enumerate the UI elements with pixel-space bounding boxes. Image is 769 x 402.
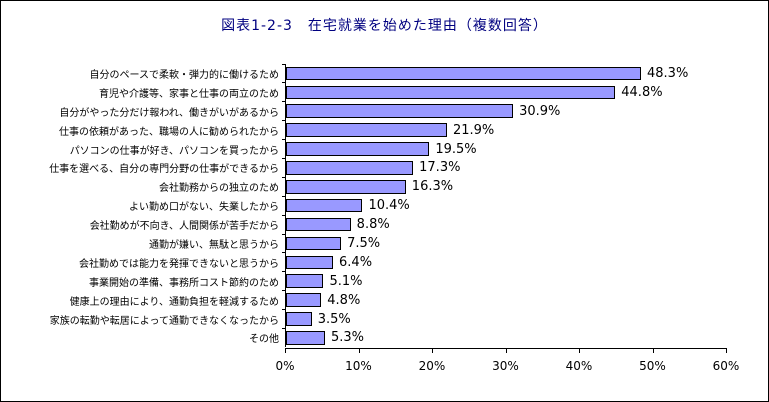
bar-track: 17.3% bbox=[282, 157, 768, 178]
category-label: 通勤が嫌い、無駄と思うから bbox=[149, 239, 279, 251]
x-tick-label: 10% bbox=[345, 358, 372, 373]
value-label: 3.5% bbox=[317, 311, 351, 327]
bar-row: 会社勤務からの独立のため 16.3% bbox=[1, 176, 768, 197]
x-axis: 0% 10% 20% 30% 40% 50% 60% bbox=[275, 347, 739, 378]
category-label: 家族の転勤や転居によって通勤できなくなったから bbox=[49, 315, 279, 327]
bar-track: 16.3% bbox=[282, 176, 768, 197]
value-label: 48.3% bbox=[647, 65, 689, 81]
plot-area: 自分のペースで柔軟・弾力的に働けるため 48.3% 育児や介護等、家事と仕事の両立の… bbox=[1, 63, 768, 348]
category-label: よい勤め口がない、失業したから bbox=[129, 202, 279, 214]
bar bbox=[286, 66, 641, 81]
value-label: 44.8% bbox=[621, 84, 663, 100]
bar bbox=[286, 85, 616, 100]
category-label: 会社勤務からの独立のため bbox=[159, 183, 279, 195]
x-axis-tick bbox=[726, 348, 727, 353]
bar-track: 30.9% bbox=[282, 101, 768, 121]
bar-track: 5.1% bbox=[282, 271, 768, 291]
value-label: 6.4% bbox=[339, 254, 373, 270]
x-axis-tick bbox=[432, 348, 433, 353]
bar bbox=[286, 217, 351, 232]
bar-row: 自分がやった分だけ報われ、働きがいがあるから 30.9% bbox=[1, 101, 768, 121]
bar bbox=[286, 312, 312, 326]
bar bbox=[286, 331, 325, 345]
category-label: 自分のペースで柔軟・弾力的に働けるため bbox=[89, 69, 280, 81]
bar-track: 8.8% bbox=[282, 214, 768, 235]
bar bbox=[286, 180, 406, 194]
value-label: 30.9% bbox=[519, 103, 561, 119]
bar bbox=[286, 123, 447, 137]
x-axis-tick bbox=[285, 348, 286, 353]
x-tick-label: 0% bbox=[275, 358, 295, 373]
bar bbox=[286, 198, 363, 213]
x-tick-label: 30% bbox=[492, 358, 519, 373]
bar-track: 21.9% bbox=[282, 120, 768, 140]
bar-track: 4.8% bbox=[282, 290, 768, 310]
bar-row: 家族の転勤や転居によって通勤できなくなったから 3.5% bbox=[1, 309, 768, 329]
bar-row: 通勤が嫌い、無駄と思うから 7.5% bbox=[1, 233, 768, 253]
category-label: 事業開始の準備、事務所コスト節約のため bbox=[89, 277, 279, 289]
x-axis-tick bbox=[652, 348, 654, 353]
bar-row: よい勤め口がない、失業したから 10.4% bbox=[1, 195, 768, 216]
category-label: その他 bbox=[249, 334, 279, 346]
value-label: 5.1% bbox=[329, 273, 363, 289]
category-label: 会社勤めが不向き、人間関係が苦手だから bbox=[89, 221, 279, 233]
value-label: 17.3% bbox=[419, 160, 461, 176]
value-label: 7.5% bbox=[347, 235, 381, 251]
bar-track: 7.5% bbox=[282, 233, 768, 253]
bar-track: 19.5% bbox=[282, 139, 768, 159]
category-label: 育児や介護等、家事と仕事の両立のため bbox=[99, 88, 279, 100]
bar-track: 10.4% bbox=[282, 195, 768, 216]
x-axis-tick bbox=[505, 348, 507, 353]
chart-title: 図表1-2-3 在宅就業を始めた理由（複数回答） bbox=[221, 18, 548, 34]
bar-track: 6.4% bbox=[282, 252, 768, 272]
value-label: 8.8% bbox=[356, 217, 390, 233]
category-label: 仕事を選べる、自分の専門分野の仕事ができるから bbox=[49, 164, 279, 176]
category-label: 会社勤めでは能力を発揮できないと思うから bbox=[79, 258, 279, 270]
bar-row: 育児や介護等、家事と仕事の両立のため 44.8% bbox=[1, 82, 768, 102]
value-label: 19.5% bbox=[435, 141, 477, 157]
bar bbox=[286, 255, 334, 270]
value-label: 4.8% bbox=[327, 292, 361, 308]
bar-row: その他 5.3% bbox=[1, 327, 768, 348]
bar bbox=[286, 274, 324, 288]
bar-track: 44.8% bbox=[282, 82, 768, 102]
x-tick-label: 60% bbox=[712, 358, 740, 373]
bar bbox=[286, 142, 430, 156]
bar-row: 健康上の理由により、通勤負担を軽減するため 4.8% bbox=[1, 290, 768, 310]
bar-row: 会社勤めでは能力を発揮できないと思うから 6.4% bbox=[1, 252, 768, 272]
bar-row: パソコンの仕事が好き、パソコンを買ったから 19.5% bbox=[1, 139, 768, 159]
x-tick-label: 50% bbox=[639, 358, 666, 373]
category-label: 自分がやった分だけ報われ、働きがいがあるから bbox=[59, 107, 279, 119]
bar-track: 48.3% bbox=[282, 63, 768, 83]
category-label: 健康上の理由により、通勤負担を軽減するため bbox=[69, 296, 279, 308]
value-label: 21.9% bbox=[452, 122, 495, 138]
category-label: 仕事の依頼があった、職場の人に勧められたから bbox=[59, 126, 279, 138]
x-tick-label: 40% bbox=[565, 358, 593, 373]
bar bbox=[286, 161, 414, 175]
value-label: 16.3% bbox=[411, 179, 454, 195]
bar bbox=[286, 236, 342, 251]
x-axis-tick bbox=[579, 348, 580, 353]
bar-row: 仕事を選べる、自分の専門分野の仕事ができるから 17.3% bbox=[1, 157, 768, 178]
value-label: 10.4% bbox=[368, 198, 410, 214]
bar-row: 事業開始の準備、事務所コスト節約のため 5.1% bbox=[1, 271, 768, 291]
category-label: パソコンの仕事が好き、パソコンを買ったから bbox=[69, 145, 279, 157]
x-axis-tick bbox=[358, 348, 360, 353]
bar-row: 自分のペースで柔軟・弾力的に働けるため 48.3% bbox=[1, 63, 768, 83]
bar-track: 3.5% bbox=[282, 309, 768, 329]
bar bbox=[286, 104, 514, 118]
bar-row: 会社勤めが不向き、人間関係が苦手だから 8.8% bbox=[1, 214, 768, 235]
value-label: 5.3% bbox=[330, 330, 364, 346]
bar-row: 仕事の依頼があった、職場の人に勧められたから 21.9% bbox=[1, 120, 768, 140]
bar bbox=[286, 293, 322, 307]
x-tick-label: 20% bbox=[418, 358, 446, 373]
bar-track: 5.3% bbox=[282, 327, 768, 348]
